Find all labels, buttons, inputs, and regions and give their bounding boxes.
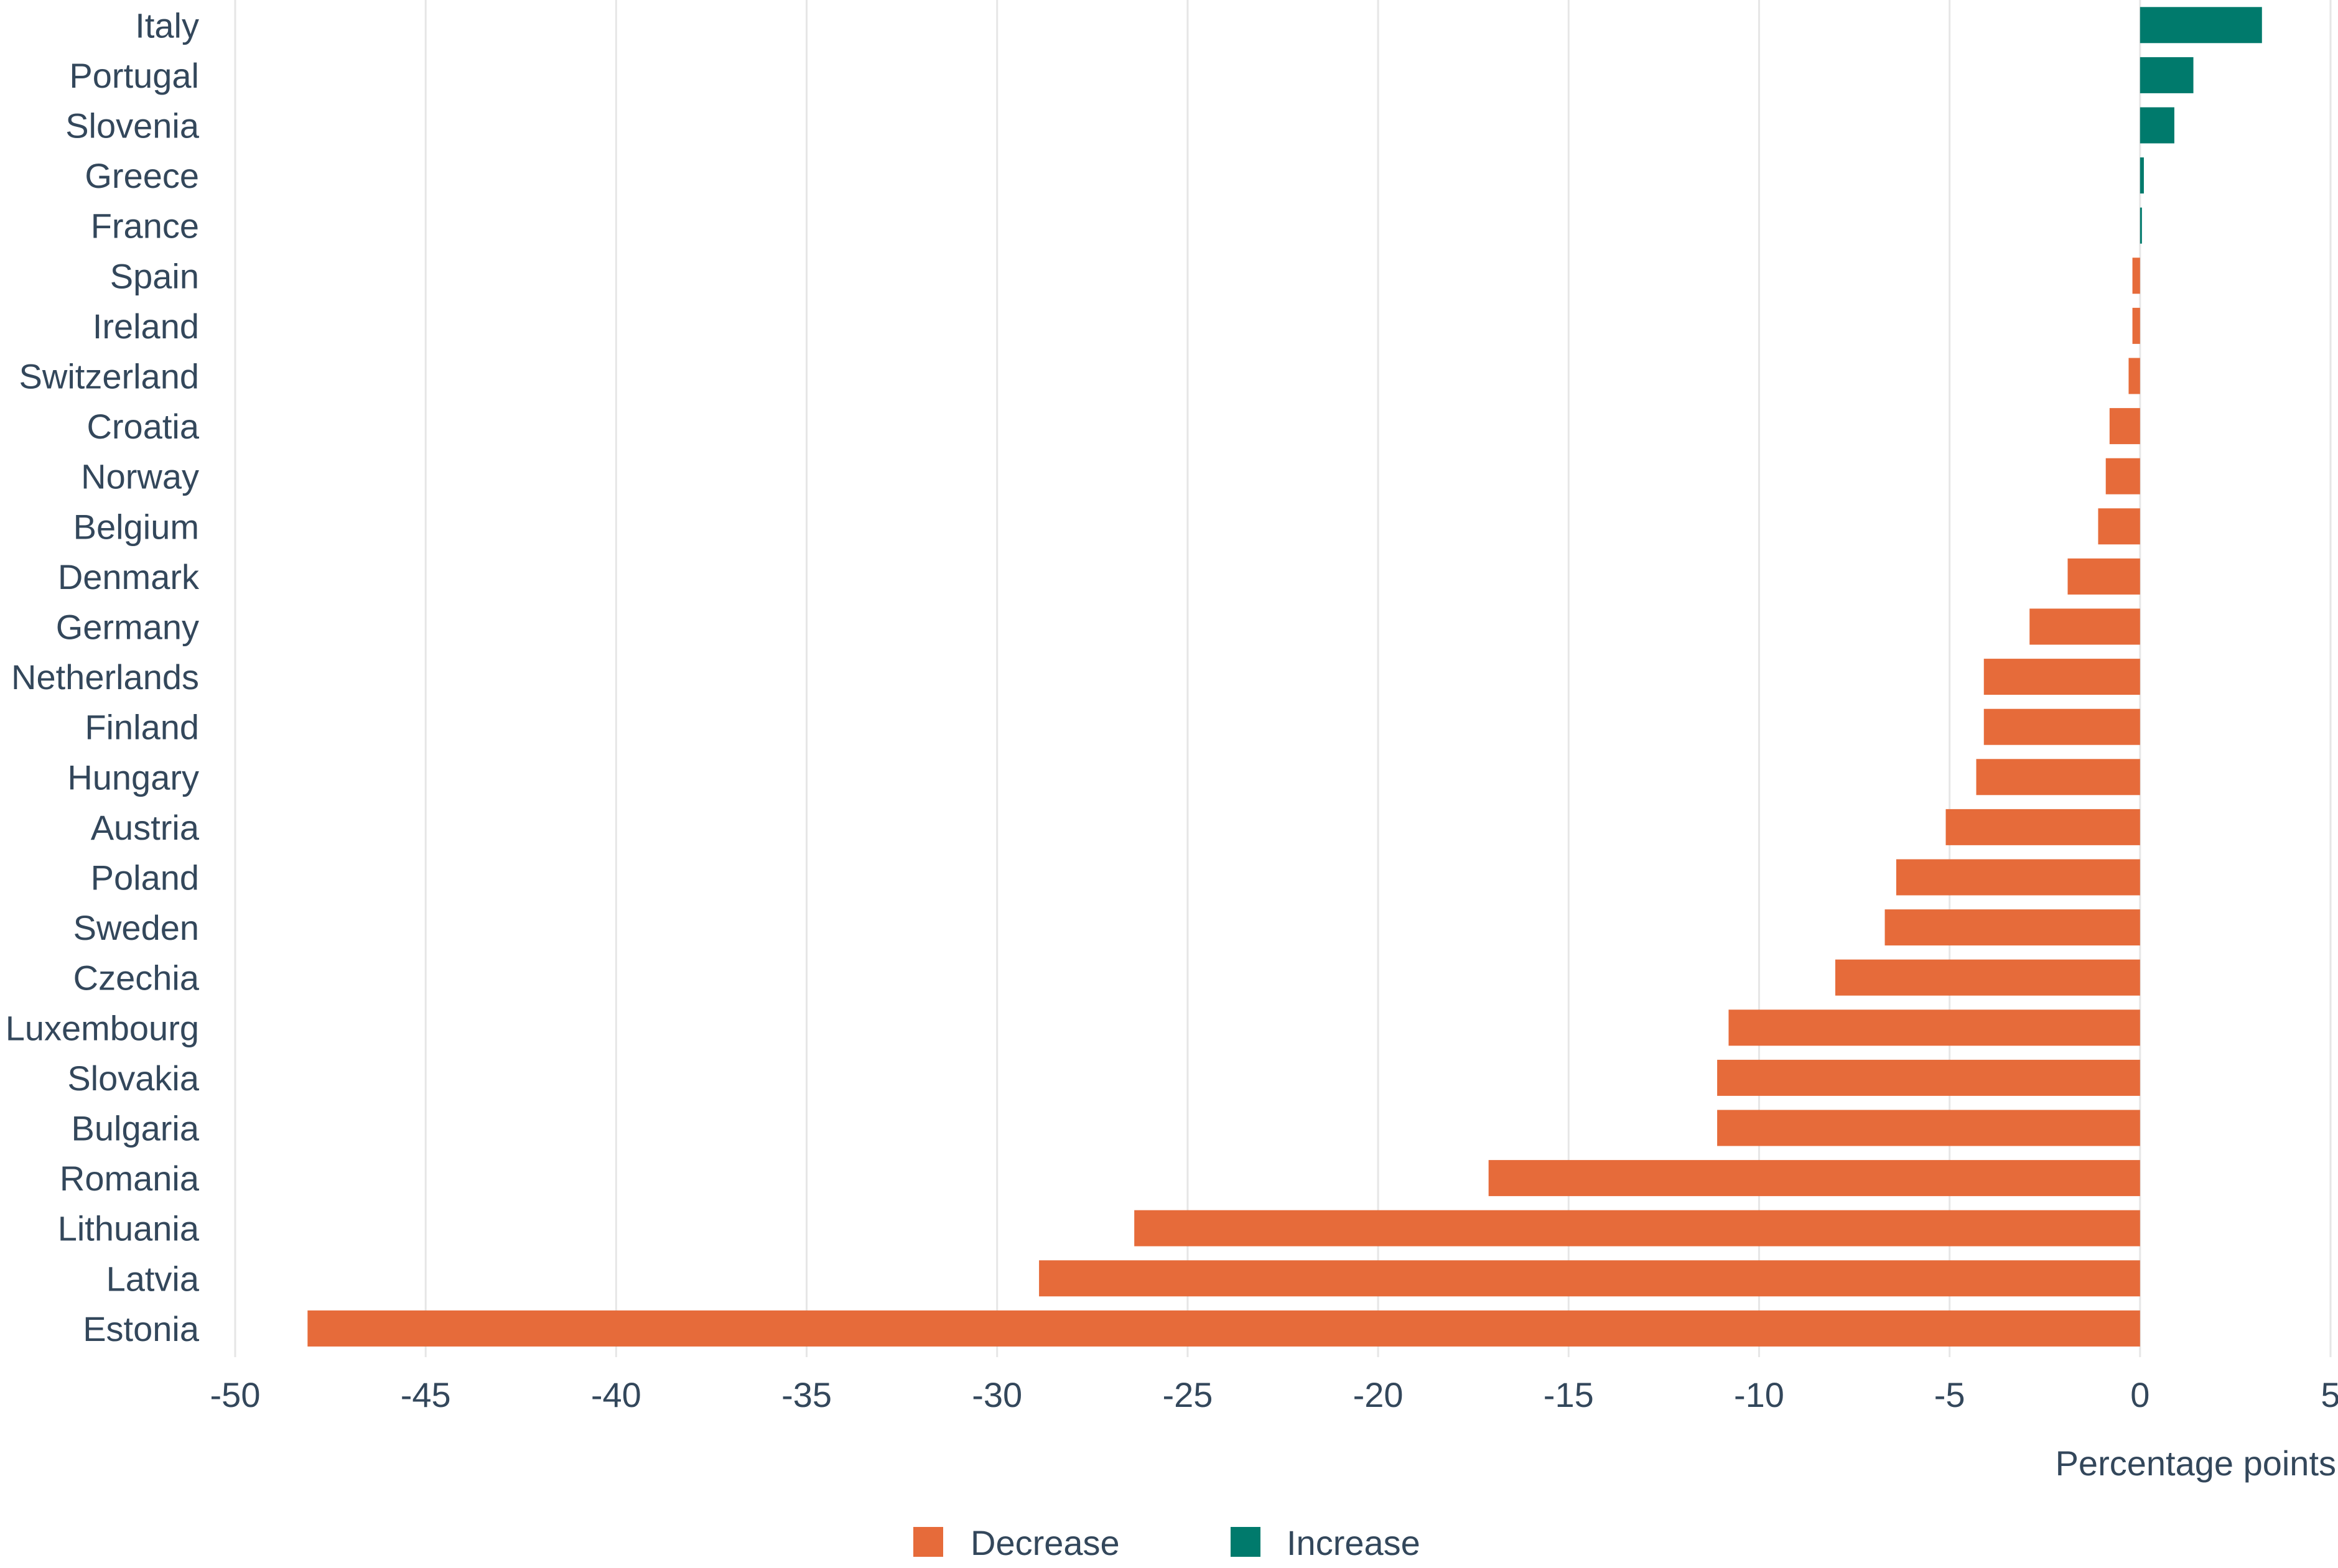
bar-italy <box>2140 7 2262 44</box>
category-label-france: France <box>91 206 199 246</box>
category-label-netherlands: Netherlands <box>11 657 199 697</box>
bar-germany <box>2029 608 2140 645</box>
legend-swatch-increase <box>1231 1527 1260 1557</box>
bar-denmark <box>2067 558 2140 595</box>
x-tick-label-11: 5 <box>2321 1375 2338 1414</box>
category-label-sweden: Sweden <box>73 908 199 947</box>
bar-estonia <box>307 1310 2140 1347</box>
category-label-italy: Italy <box>135 6 199 45</box>
bar-slovakia <box>1717 1059 2140 1096</box>
bar-latvia <box>1039 1260 2140 1297</box>
bar-poland <box>1896 859 2140 896</box>
x-tick-label-9: -5 <box>1934 1375 1965 1414</box>
bar-finland <box>1983 708 2140 745</box>
bar-slovenia <box>2140 107 2174 144</box>
x-tick-label-2: -40 <box>591 1375 641 1414</box>
legend-label-increase: Increase <box>1287 1523 1420 1562</box>
bar-romania <box>1488 1160 2140 1197</box>
bar-ireland <box>2132 307 2140 344</box>
category-label-slovenia: Slovenia <box>65 106 200 146</box>
x-tick-label-1: -45 <box>401 1375 451 1414</box>
category-label-hungary: Hungary <box>67 758 199 797</box>
category-label-denmark: Denmark <box>58 557 200 596</box>
category-label-greece: Greece <box>85 156 199 195</box>
x-tick-label-5: -25 <box>1162 1375 1213 1414</box>
bar-hungary <box>1976 759 2140 796</box>
bar-portugal <box>2140 57 2194 93</box>
category-label-belgium: Belgium <box>73 507 199 546</box>
category-label-ireland: Ireland <box>93 307 199 346</box>
bar-switzerland <box>2128 358 2140 394</box>
category-label-croatia: Croatia <box>86 407 199 446</box>
legend-swatch-decrease <box>913 1527 943 1557</box>
x-tick-label-4: -30 <box>972 1375 1022 1414</box>
bar-belgium <box>2098 508 2140 545</box>
x-tick-label-7: -15 <box>1544 1375 1594 1414</box>
bar-netherlands <box>1983 659 2140 695</box>
category-label-spain: Spain <box>110 256 199 295</box>
bar-sweden <box>1884 909 2140 946</box>
bar-czechia <box>1835 959 2140 996</box>
bar-luxembourg <box>1728 1009 2140 1046</box>
category-label-portugal: Portugal <box>69 56 199 95</box>
bar-france <box>2140 207 2142 244</box>
category-label-poland: Poland <box>91 858 199 898</box>
x-tick-label-3: -35 <box>781 1375 832 1414</box>
bar-greece <box>2140 157 2144 194</box>
category-labels: Italy Portugal Slovenia Greece France Spain Ir… <box>6 6 200 1348</box>
bar-austria <box>1945 809 2140 845</box>
bar-spain <box>2132 257 2140 294</box>
bar-croatia <box>2109 408 2140 445</box>
x-axis-label: Percentage points <box>2056 1444 2336 1483</box>
category-label-bulgaria: Bulgaria <box>72 1109 200 1148</box>
legend: Decrease Increase <box>913 1523 1420 1562</box>
category-label-slovakia: Slovakia <box>67 1059 200 1098</box>
category-label-germany: Germany <box>56 608 199 647</box>
bar-lithuania <box>1134 1210 2140 1246</box>
legend-label-decrease: Decrease <box>971 1523 1120 1562</box>
category-label-finland: Finland <box>85 708 199 747</box>
category-label-switzerland: Switzerland <box>19 357 199 396</box>
x-tick-label-0: -50 <box>210 1375 261 1414</box>
category-label-estonia: Estonia <box>83 1309 200 1348</box>
category-label-lithuania: Lithuania <box>58 1209 200 1248</box>
category-label-luxembourg: Luxembourg <box>6 1008 199 1047</box>
x-tick-label-6: -20 <box>1353 1375 1404 1414</box>
bars <box>307 7 2262 1347</box>
category-label-norway: Norway <box>81 457 199 496</box>
x-tick-label-8: -10 <box>1734 1375 1784 1414</box>
x-tick-label-10: 0 <box>2130 1375 2149 1414</box>
category-label-romania: Romania <box>60 1159 200 1198</box>
category-label-latvia: Latvia <box>106 1259 200 1298</box>
x-tick-labels: -50 -45 -40 -35 -30 -25 -20 -15 -10 -5 0 5 <box>210 1375 2338 1414</box>
category-label-austria: Austria <box>91 808 200 847</box>
bar-norway <box>2105 458 2140 494</box>
category-label-czechia: Czechia <box>73 958 200 998</box>
bar-bulgaria <box>1717 1110 2140 1146</box>
